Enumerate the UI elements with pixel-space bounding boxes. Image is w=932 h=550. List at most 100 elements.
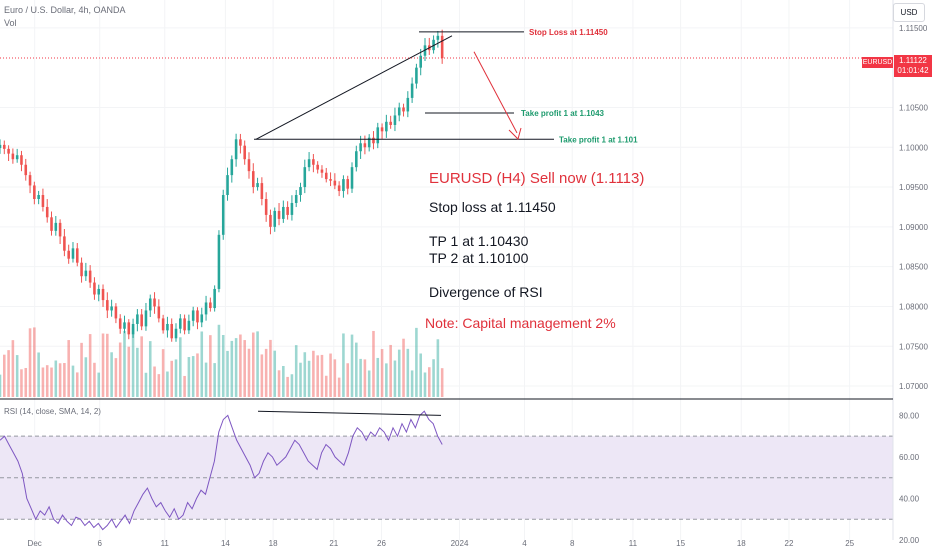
volume-bar — [367, 370, 371, 397]
candle-body — [415, 67, 418, 84]
volume-bar — [3, 354, 6, 397]
candle-body — [264, 199, 268, 215]
volume-bar — [136, 347, 139, 397]
time-tick-label: 2024 — [451, 539, 469, 548]
time-tick-label: 26 — [377, 539, 386, 548]
candle-body — [355, 151, 358, 168]
drawing-lines: Stop Loss at 1.11450 Take profit 1 at 1.1… — [0, 28, 893, 144]
volume-bar — [28, 328, 32, 397]
volume-bar — [110, 352, 113, 397]
candle-body — [307, 159, 311, 168]
candle-body — [380, 127, 384, 132]
candle-body — [406, 97, 410, 112]
volume-bar — [140, 336, 143, 397]
candle-body — [24, 164, 28, 176]
volume-bar — [183, 375, 186, 397]
time-tick-label: 18 — [737, 539, 746, 548]
candle-body — [333, 180, 337, 186]
volume-bar — [410, 370, 414, 397]
candle-body — [166, 323, 169, 331]
candle-body — [273, 210, 277, 227]
candle-body — [440, 35, 444, 59]
volume-bar — [415, 327, 418, 397]
candle-body — [372, 137, 375, 144]
candle-body — [170, 323, 174, 339]
volume-bar — [230, 340, 234, 397]
volume-bar — [406, 348, 410, 397]
rsi-title: RSI (14, close, SMA, 14, 2) — [4, 407, 101, 416]
currency-button[interactable]: USD — [893, 3, 925, 22]
candle-body — [101, 288, 105, 301]
candle-body — [11, 153, 15, 160]
candle-body — [33, 185, 36, 199]
take-profit-2-label: Take profit 1 at 1.101 — [559, 135, 638, 144]
volume-bar — [423, 372, 427, 397]
candle-body — [320, 169, 324, 173]
candle-body — [7, 148, 10, 154]
volume-bar — [191, 356, 195, 397]
stop-loss-note: Stop loss at 1.11450 — [429, 199, 556, 215]
volume-bar — [303, 352, 307, 397]
candle-body — [217, 234, 221, 289]
volume-bar — [359, 358, 362, 397]
volume-bar — [11, 340, 15, 397]
volume-bar — [389, 344, 392, 397]
price-tick-label: 1.10500 — [899, 103, 928, 112]
price-tick-label: 1.09500 — [899, 183, 928, 192]
volume-bar — [37, 352, 40, 397]
volume-bar — [127, 346, 131, 397]
rsi-tick-label: 60.00 — [899, 453, 920, 462]
volume-bar — [221, 335, 225, 397]
volume-bar — [93, 362, 96, 397]
volume-bar — [7, 350, 10, 397]
candle-body — [436, 35, 440, 40]
price-tick-label: 1.08000 — [899, 302, 928, 311]
volume-bar — [15, 355, 19, 397]
volume-bar — [226, 350, 229, 397]
volume-bar — [54, 360, 58, 397]
candle-body — [67, 250, 70, 259]
time-tick-label: 6 — [97, 539, 102, 548]
candle-body — [84, 270, 88, 277]
candle-body — [342, 179, 345, 192]
rsi-tick-label: 80.00 — [899, 411, 920, 420]
candle-body — [58, 222, 62, 237]
volume-bar — [273, 350, 277, 397]
candle-body — [251, 171, 255, 188]
candles — [0, 29, 444, 342]
volume-bar — [277, 370, 281, 397]
volume-bar — [346, 363, 350, 397]
capital-note: Note: Capital management 2% — [425, 315, 616, 331]
volume-bar — [294, 345, 298, 397]
bar-countdown: 01:01:42 — [897, 66, 929, 75]
candle-body — [350, 167, 354, 189]
candle-body — [191, 310, 195, 321]
volume-bar — [286, 376, 289, 397]
time-tick-label: Dec — [28, 539, 42, 548]
candle-body — [385, 121, 388, 132]
candle-body — [144, 310, 148, 327]
candle-body — [174, 328, 178, 339]
volume-bar — [363, 359, 367, 397]
sell-arrow — [473, 51, 518, 134]
volume-bar — [114, 358, 118, 397]
volume-bar — [260, 354, 264, 397]
time-tick-label: 18 — [269, 539, 278, 548]
volume-bar — [402, 338, 405, 397]
volume-bar — [204, 362, 208, 397]
candle-body — [179, 318, 182, 329]
candle-body — [20, 155, 23, 165]
candle-body — [221, 195, 225, 235]
candle-body — [187, 320, 191, 331]
candle-body — [0, 144, 2, 149]
candle-body — [260, 183, 264, 199]
candle-body — [294, 195, 298, 203]
candle-body — [97, 288, 101, 295]
time-tick-label: 22 — [785, 539, 794, 548]
candle-body — [286, 206, 289, 215]
trend-line — [255, 35, 453, 140]
candle-body — [316, 164, 319, 170]
volume-bar — [106, 333, 109, 397]
volume-bar — [157, 374, 161, 397]
